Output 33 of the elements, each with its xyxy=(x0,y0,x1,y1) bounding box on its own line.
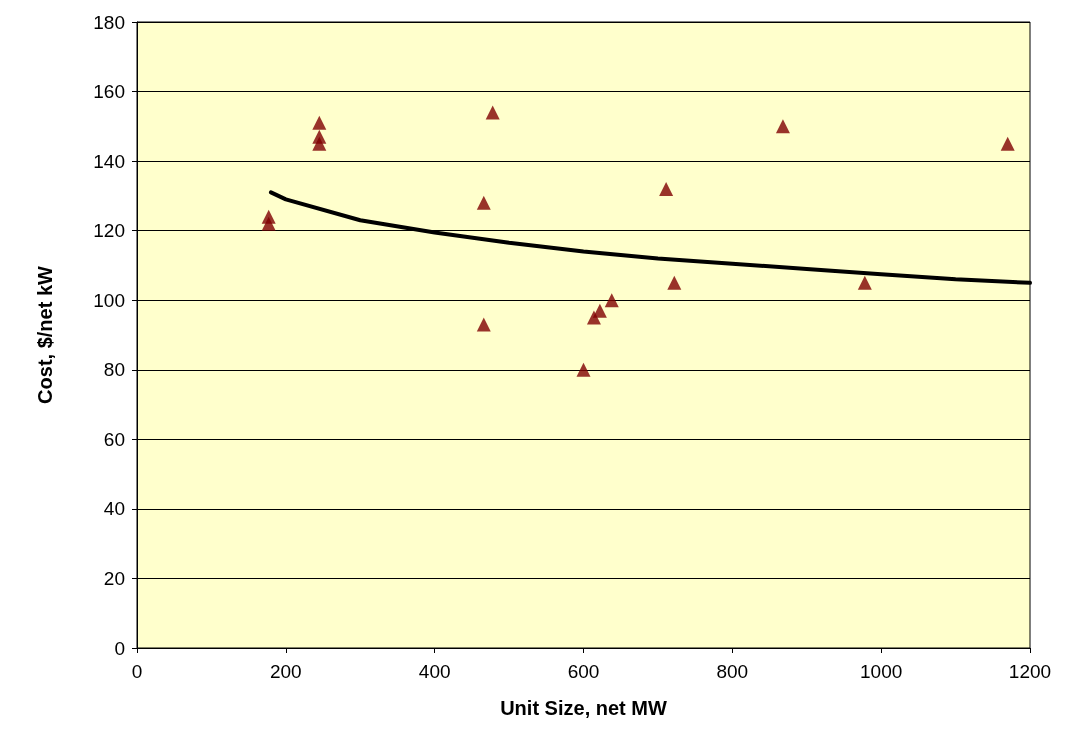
point xyxy=(659,181,674,196)
y-axis-title: Cost, $/net kW xyxy=(34,265,56,404)
x-tick-label: 400 xyxy=(418,661,451,682)
x-tick-label: 600 xyxy=(567,661,600,682)
point xyxy=(485,105,500,120)
point xyxy=(604,293,619,308)
x-tick-label: 200 xyxy=(269,661,302,682)
point xyxy=(857,275,872,290)
y-tick-label: 180 xyxy=(93,11,125,33)
x-tick-label: 0 xyxy=(131,661,143,682)
point xyxy=(592,303,607,318)
x-tick-label: 1200 xyxy=(1008,661,1052,682)
y-tick-label: 80 xyxy=(103,359,125,381)
y-tick-label: 140 xyxy=(93,150,125,172)
y-tick-label: 20 xyxy=(103,567,125,589)
y-tick-label: 0 xyxy=(114,637,125,659)
x-axis-title: Unit Size, net MW xyxy=(500,697,667,719)
point xyxy=(576,362,591,377)
y-tick-label: 100 xyxy=(93,289,125,311)
point xyxy=(476,195,491,210)
point xyxy=(667,275,682,290)
point xyxy=(1000,136,1015,151)
y-tick-label: 120 xyxy=(93,220,125,242)
point xyxy=(312,115,327,130)
x-tick-label: 1000 xyxy=(860,661,903,682)
point xyxy=(261,216,276,231)
y-tick-label: 40 xyxy=(103,498,125,520)
point xyxy=(312,136,327,151)
point xyxy=(476,317,491,332)
y-tick-label: 60 xyxy=(103,428,125,450)
y-tick-label: 160 xyxy=(93,81,125,103)
point xyxy=(775,119,790,134)
x-tick-label: 800 xyxy=(716,661,749,682)
